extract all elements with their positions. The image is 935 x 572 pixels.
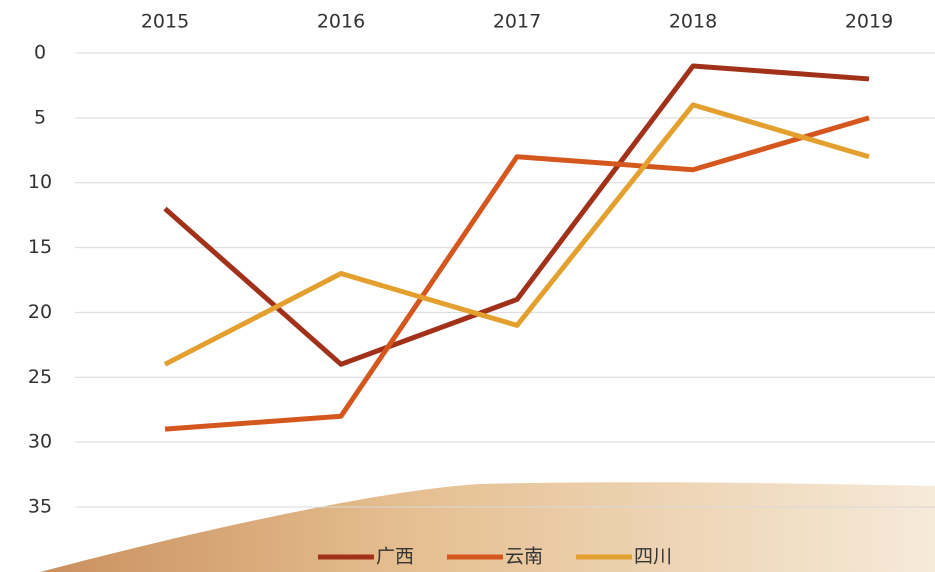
x-tick-label: 2015: [141, 11, 189, 33]
y-tick-label: 15: [28, 236, 52, 258]
x-tick-label: 2018: [669, 11, 717, 33]
y-tick-label: 25: [28, 366, 52, 388]
data-line: [165, 105, 869, 364]
y-tick-label: 30: [28, 431, 52, 453]
x-tick-label: 2016: [317, 11, 365, 33]
data-line: [165, 66, 869, 364]
y-tick-label: 0: [34, 42, 46, 64]
y-tick-label: 5: [34, 106, 46, 128]
y-tick-label: 10: [28, 171, 52, 193]
page: {"chart_data": {"type": "line", "categor…: [0, 0, 935, 572]
y-tick-label: 20: [28, 301, 52, 323]
chart: 0 5 10 15 20 25 30 35 2015 2016 2017 2018 2019 广西 云南 四川: [0, 0, 935, 572]
x-tick-label: 2019: [845, 11, 893, 33]
legend-label: 广西: [376, 546, 414, 568]
data-line: [165, 118, 869, 429]
legend-label: 云南: [505, 546, 543, 568]
x-tick-label: 2017: [493, 11, 541, 33]
y-tick-label: 35: [28, 496, 52, 518]
legend-label: 四川: [634, 546, 672, 568]
